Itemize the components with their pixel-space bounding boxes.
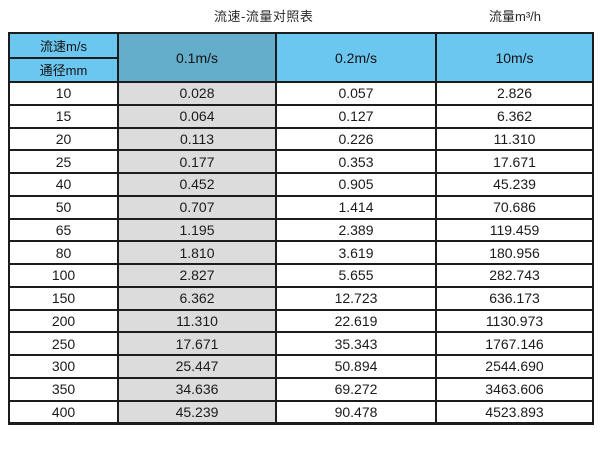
value-cell-10: 636.173	[435, 285, 594, 311]
table-row: 350 34.636 69.272 3463.606	[8, 376, 594, 402]
value-cell-02: 12.723	[275, 285, 437, 311]
value-cell-01: 0.028	[117, 81, 277, 106]
value-cell-10: 3463.606	[435, 376, 594, 402]
diameter-cell: 10	[8, 81, 119, 106]
value-cell-02: 90.478	[275, 399, 437, 425]
velocity-header-cell: 流速m/s	[8, 32, 119, 59]
diameter-cell: 80	[8, 240, 119, 265]
value-cell-02: 35.343	[275, 331, 437, 356]
value-cell-02: 50.894	[275, 354, 437, 379]
table-row: 100 2.827 5.655 282.743	[8, 263, 594, 288]
diameter-header-cell: 通径mm	[8, 56, 119, 83]
value-cell-10: 1767.146	[435, 331, 594, 356]
value-cell-02: 2.389	[275, 217, 437, 243]
flow-rate-table: 流速m/s 0.1m/s 0.2m/s 10m/s 通径mm 10 0.028 …	[8, 32, 594, 425]
value-cell-01: 0.177	[117, 149, 277, 174]
caption-area: 流速-流量对照表 流量m³/h	[0, 0, 600, 32]
value-cell-10: 282.743	[435, 263, 594, 288]
page-title: 流速-流量对照表	[214, 9, 314, 24]
diameter-cell: 400	[8, 399, 119, 425]
table-row: 20 0.113 0.226 11.310	[8, 126, 594, 152]
diameter-cell: 40	[8, 172, 119, 197]
diameter-cell: 300	[8, 354, 119, 379]
value-cell-10: 11.310	[435, 126, 594, 152]
value-cell-10: 70.686	[435, 194, 594, 220]
diameter-cell: 100	[8, 263, 119, 288]
table-row: 400 45.239 90.478 4523.893	[8, 399, 594, 425]
header-row-bottom: 通径mm	[8, 56, 593, 83]
table-row: 10 0.028 0.057 2.826	[8, 81, 594, 106]
column-header-0-1ms: 0.1m/s	[117, 32, 277, 83]
value-cell-02: 0.905	[275, 172, 437, 197]
diameter-cell: 65	[8, 217, 119, 243]
diameter-cell: 350	[8, 376, 119, 402]
value-cell-10: 4523.893	[435, 399, 594, 425]
value-cell-02: 0.226	[275, 126, 437, 152]
table-row: 25 0.177 0.353 17.671	[8, 149, 594, 174]
column-header-0-2ms: 0.2m/s	[275, 32, 437, 83]
value-cell-02: 5.655	[275, 263, 437, 288]
table-body: 10 0.028 0.057 2.826 15 0.064 0.127 6.36…	[8, 81, 594, 425]
table-row: 50 0.707 1.414 70.686	[8, 194, 594, 220]
column-header-10ms: 10m/s	[435, 32, 594, 83]
value-cell-02: 0.127	[275, 103, 437, 129]
table-row: 65 1.195 2.389 119.459	[8, 217, 594, 243]
value-cell-02: 1.414	[275, 194, 437, 220]
value-cell-10: 119.459	[435, 217, 594, 243]
value-cell-01: 2.827	[117, 263, 277, 288]
value-cell-01: 0.707	[117, 194, 277, 220]
table-row: 200 11.310 22.619 1130.973	[8, 308, 594, 334]
flow-unit-label: 流量m³/h	[489, 9, 542, 24]
diameter-cell: 250	[8, 331, 119, 356]
value-cell-02: 69.272	[275, 376, 437, 402]
value-cell-01: 25.447	[117, 354, 277, 379]
value-cell-01: 45.239	[117, 399, 277, 425]
value-cell-01: 6.362	[117, 285, 277, 311]
diameter-cell: 20	[8, 126, 119, 152]
value-cell-10: 17.671	[435, 149, 594, 174]
value-cell-01: 11.310	[117, 308, 277, 334]
value-cell-10: 2.826	[435, 81, 594, 106]
table-row: 40 0.452 0.905 45.239	[8, 172, 594, 197]
value-cell-01: 34.636	[117, 376, 277, 402]
value-cell-02: 3.619	[275, 240, 437, 265]
value-cell-10: 1130.973	[435, 308, 594, 334]
table-row: 80 1.810 3.619 180.956	[8, 240, 594, 265]
value-cell-10: 180.956	[435, 240, 594, 265]
diameter-cell: 200	[8, 308, 119, 334]
table-row: 300 25.447 50.894 2544.690	[8, 354, 594, 379]
header-row-top: 流速m/s 0.1m/s 0.2m/s 10m/s	[8, 32, 594, 83]
diameter-cell: 50	[8, 194, 119, 220]
value-cell-01: 0.452	[117, 172, 277, 197]
value-cell-10: 45.239	[435, 172, 594, 197]
value-cell-02: 22.619	[275, 308, 437, 334]
value-cell-10: 6.362	[435, 103, 594, 129]
table-row: 250 17.671 35.343 1767.146	[8, 331, 594, 356]
value-cell-10: 2544.690	[435, 354, 594, 379]
value-cell-01: 1.810	[117, 240, 277, 265]
value-cell-02: 0.353	[275, 149, 437, 174]
table-header: 流速m/s 0.1m/s 0.2m/s 10m/s 通径mm	[8, 32, 594, 83]
diameter-cell: 15	[8, 103, 119, 129]
table-row: 15 0.064 0.127 6.362	[8, 103, 594, 129]
value-cell-02: 0.057	[275, 81, 437, 106]
diameter-cell: 150	[8, 285, 119, 311]
value-cell-01: 1.195	[117, 217, 277, 243]
diameter-cell: 25	[8, 149, 119, 174]
value-cell-01: 0.113	[117, 126, 277, 152]
value-cell-01: 17.671	[117, 331, 277, 356]
table-row: 150 6.362 12.723 636.173	[8, 285, 594, 311]
value-cell-01: 0.064	[117, 103, 277, 129]
